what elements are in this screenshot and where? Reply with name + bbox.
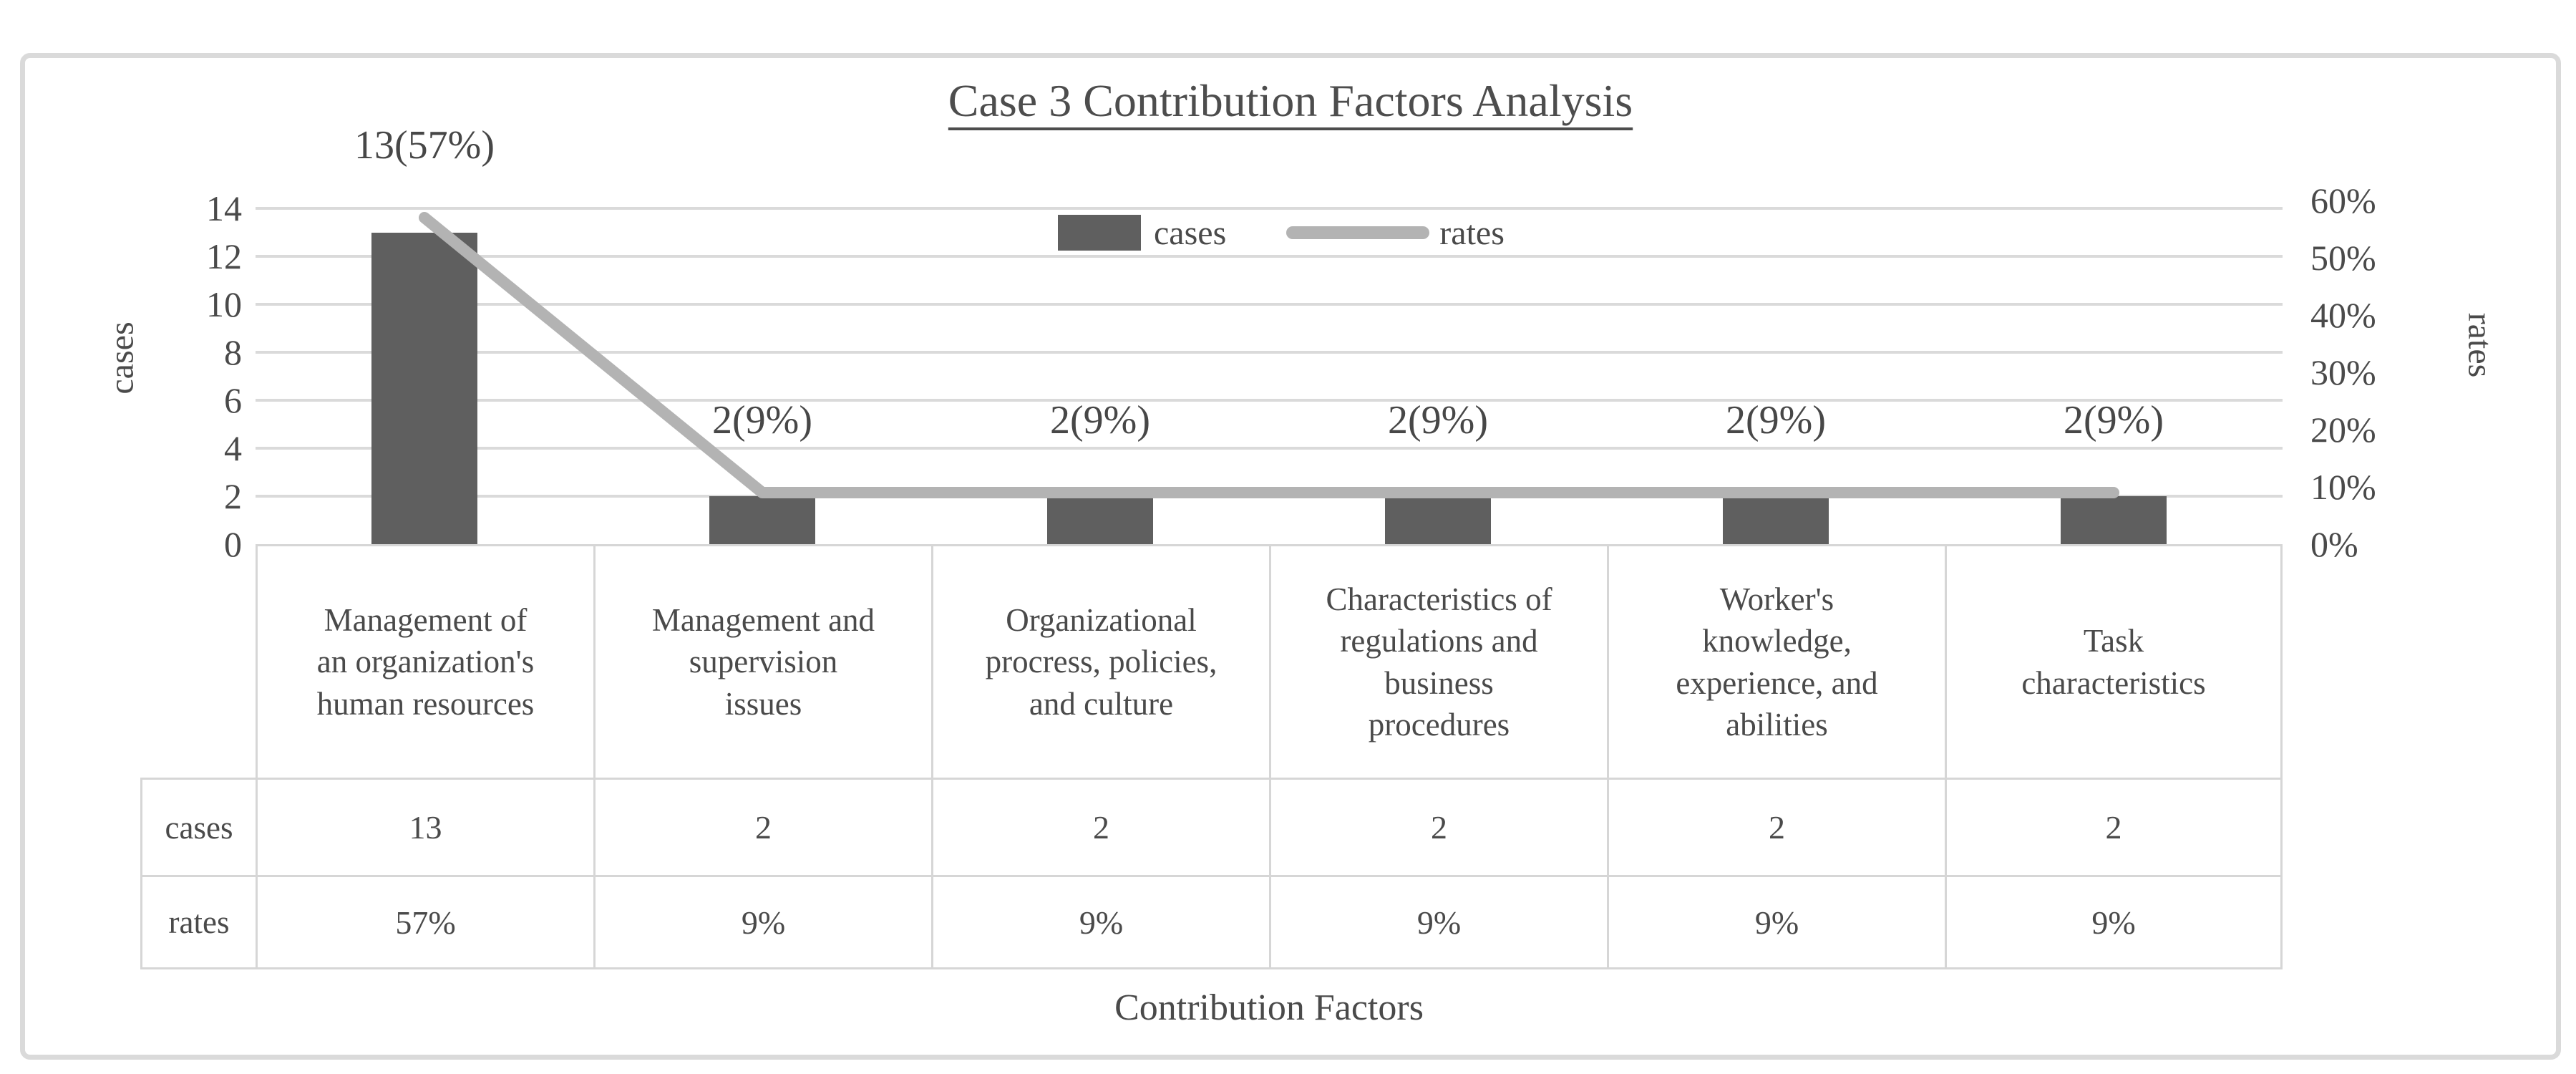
- gridline: [256, 495, 2283, 498]
- data-label: 2(9%): [1050, 398, 1150, 442]
- table-corner-empty: [140, 544, 256, 778]
- category-cell: Task characteristics: [1945, 544, 2283, 778]
- y-axis-tick-label: 2: [224, 476, 242, 516]
- cases-cell: 2: [593, 778, 931, 875]
- y-axis-tick-label: 8: [224, 332, 242, 372]
- rates-cell: 9%: [931, 875, 1269, 969]
- data-label: 2(9%): [712, 398, 812, 442]
- cases-cell: 2: [1607, 778, 1945, 875]
- y2-axis-tick-label: 40%: [2310, 295, 2376, 335]
- x-axis-title: Contribution Factors: [1114, 987, 1424, 1028]
- y2-axis-tick-label: 0%: [2310, 524, 2358, 564]
- category-cell: Management and supervision issues: [593, 544, 931, 778]
- category-cell: Worker's knowledge, experience, and abil…: [1607, 544, 1945, 778]
- gridline: [256, 447, 2283, 450]
- bar-1: [371, 232, 477, 544]
- y-axis-title: cases: [102, 321, 141, 395]
- legend-cases-swatch-icon: [1058, 215, 1141, 251]
- legend-rates-label: rates: [1439, 213, 1505, 252]
- y-axis-tick-label: 4: [224, 428, 242, 468]
- rates-row-header: rates: [140, 875, 256, 969]
- rates-cell: 9%: [1269, 875, 1607, 969]
- bar-6: [2061, 496, 2167, 544]
- data-label: 2(9%): [2064, 398, 2164, 442]
- y-axis-tick-label: 10: [206, 284, 242, 324]
- rates-cell: 57%: [256, 875, 593, 969]
- cases-cell: 2: [1945, 778, 2283, 875]
- bar-5: [1723, 496, 1829, 544]
- bar-4: [1385, 496, 1491, 544]
- cases-row-header: cases: [140, 778, 256, 875]
- data-label: 2(9%): [1388, 398, 1488, 442]
- y2-axis-tick-label: 60%: [2310, 180, 2376, 221]
- legend: cases rates: [1039, 211, 1523, 255]
- gridline: [256, 207, 2283, 210]
- legend-cases-label: cases: [1154, 213, 1227, 252]
- legend-rates-line-icon: [1286, 226, 1430, 239]
- data-label: 2(9%): [1726, 398, 1826, 442]
- cases-cell: 2: [931, 778, 1269, 875]
- data-label: 13(57%): [354, 123, 495, 168]
- y2-axis-tick-label: 20%: [2310, 410, 2376, 450]
- y2-axis-tick-label: 10%: [2310, 467, 2376, 507]
- category-cell: Organizational procress, policies, and c…: [931, 544, 1269, 778]
- y-axis-tick-label: 14: [206, 188, 242, 228]
- y-axis-tick-label: 12: [206, 236, 242, 276]
- category-cell: Characteristics of regulations and busin…: [1269, 544, 1607, 778]
- data-table: Management of an organization's human re…: [140, 544, 2283, 969]
- chart-title: Case 3 Contribution Factors Analysis: [948, 75, 1633, 126]
- y2-axis-tick-label: 50%: [2310, 238, 2376, 278]
- y2-axis-tick-label: 30%: [2310, 352, 2376, 392]
- rates-cell: 9%: [593, 875, 931, 969]
- category-cell: Management of an organization's human re…: [256, 544, 593, 778]
- y-axis-tick-label: 6: [224, 380, 242, 420]
- rates-cell: 9%: [1607, 875, 1945, 969]
- y2-axis-title: rates: [2461, 312, 2499, 378]
- gridline: [256, 351, 2283, 354]
- cases-cell: 2: [1269, 778, 1607, 875]
- bar-3: [1047, 496, 1153, 544]
- gridline: [256, 303, 2283, 306]
- cases-cell: 13: [256, 778, 593, 875]
- gridline: [256, 255, 2283, 258]
- rates-cell: 9%: [1945, 875, 2283, 969]
- bar-2: [709, 496, 815, 544]
- y-axis-tick-label: 0: [224, 524, 242, 564]
